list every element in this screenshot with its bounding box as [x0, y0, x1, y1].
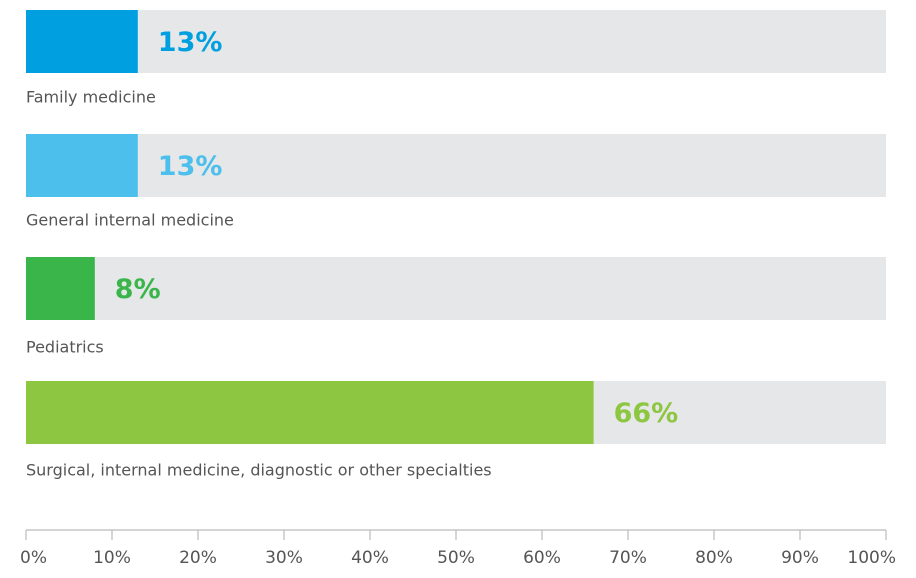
value-label: 13% — [158, 27, 223, 58]
bar — [26, 10, 138, 73]
x-tick-label: 40% — [351, 548, 389, 568]
bar — [26, 134, 138, 197]
bar — [26, 257, 95, 320]
category-label: Family medicine — [26, 88, 156, 107]
value-label: 13% — [158, 151, 223, 182]
bar-track — [26, 10, 886, 73]
x-tick-label: 60% — [523, 548, 561, 568]
x-tick-label: 50% — [437, 548, 475, 568]
x-tick-label: 20% — [179, 548, 217, 568]
category-label: Pediatrics — [26, 338, 104, 357]
value-label: 8% — [115, 274, 161, 305]
x-tick-label: 90% — [781, 548, 819, 568]
bar-track — [26, 134, 886, 197]
x-tick-label: 80% — [695, 548, 733, 568]
bar-track — [26, 257, 886, 320]
value-label: 66% — [614, 398, 679, 429]
category-label: Surgical, internal medicine, diagnostic … — [26, 461, 492, 480]
bar — [26, 381, 594, 444]
x-tick-label: 10% — [93, 548, 131, 568]
x-tick-label: 100% — [847, 548, 896, 568]
x-tick-label: 30% — [265, 548, 303, 568]
x-tick-label: 0% — [20, 548, 47, 568]
x-tick-label: 70% — [609, 548, 647, 568]
category-label: General internal medicine — [26, 211, 234, 230]
